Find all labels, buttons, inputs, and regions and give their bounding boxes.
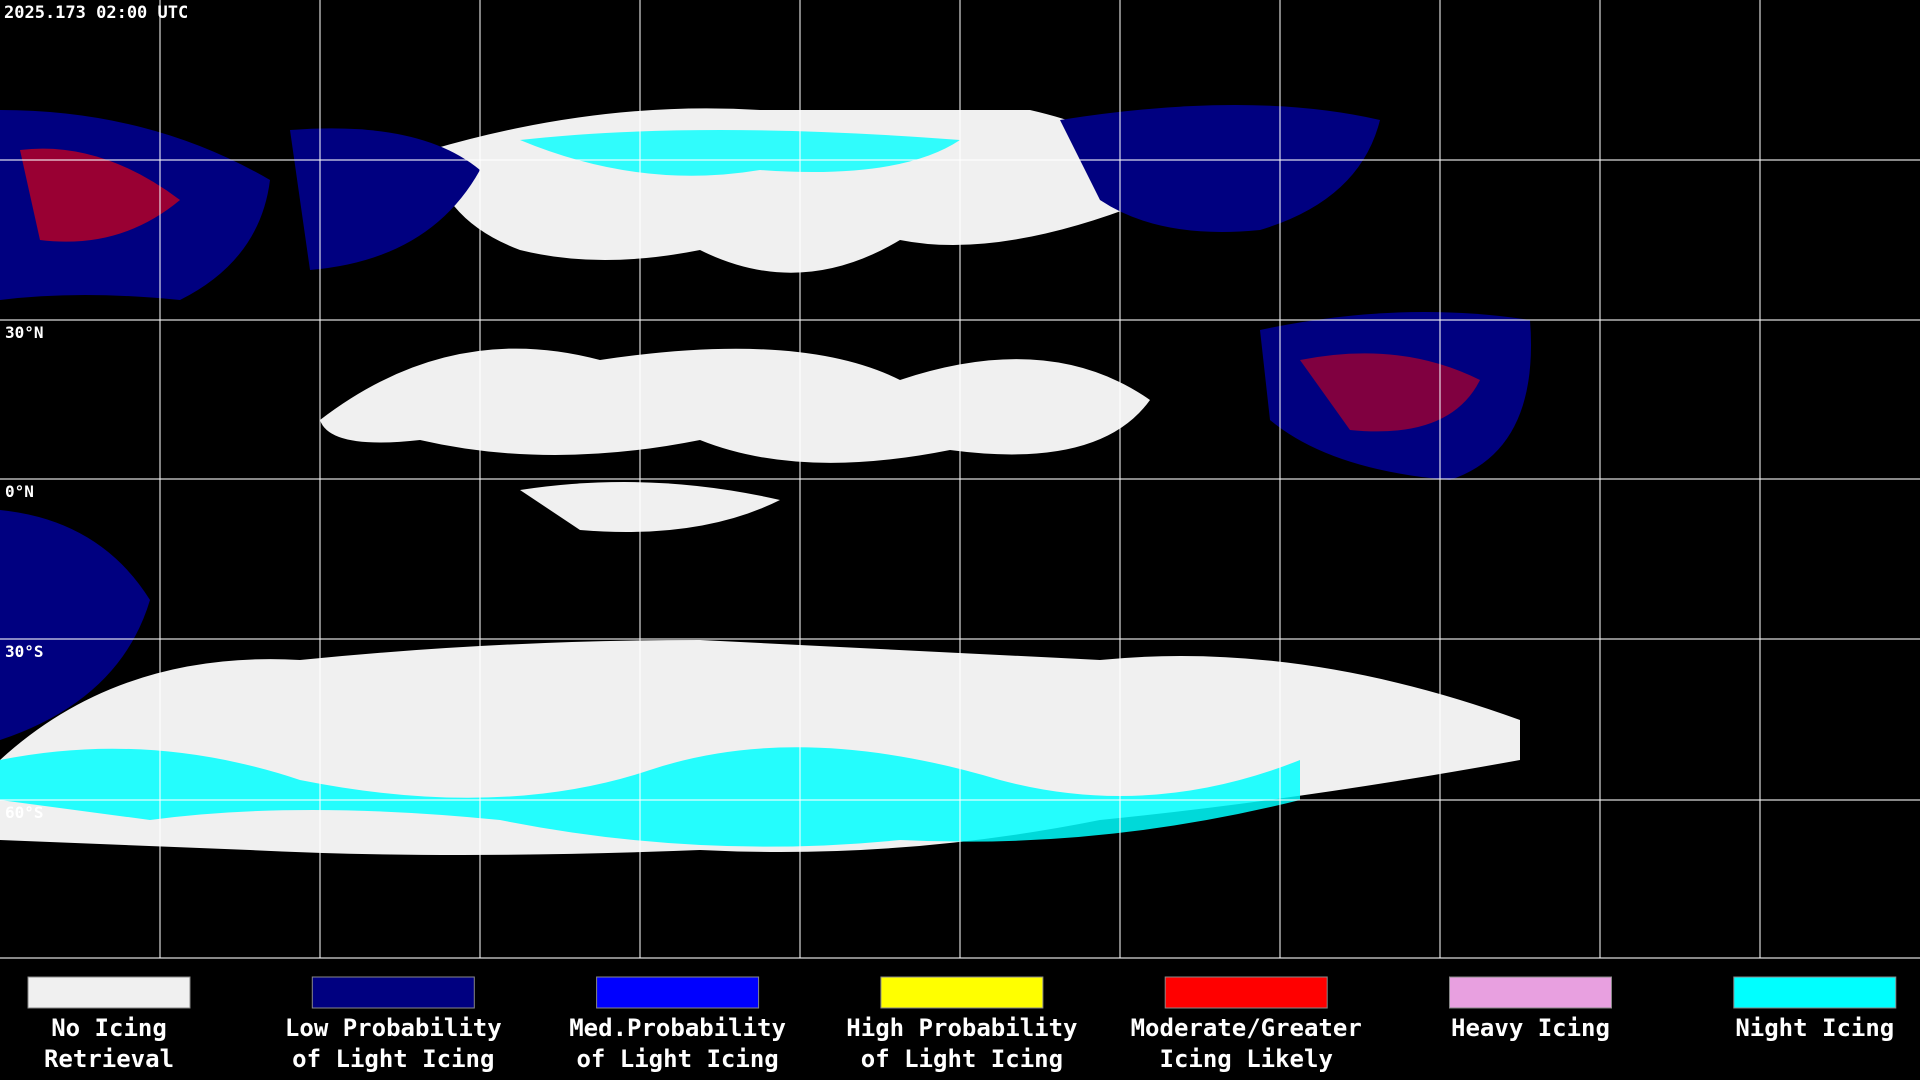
legend-label: Heavy Icing [1451, 1014, 1610, 1042]
legend-label: of Light Icing [861, 1045, 1063, 1073]
legend-label: Moderate/Greater [1131, 1014, 1362, 1042]
legend-label: Low Probability [285, 1014, 502, 1042]
legend-swatch [311, 976, 475, 1009]
latitude-label: 30°N [5, 323, 44, 342]
graticule [0, 0, 1920, 959]
legend-swatch [880, 976, 1044, 1009]
legend-label: of Light Icing [576, 1045, 778, 1073]
legend-swatch [27, 976, 191, 1009]
legend-swatch [596, 976, 760, 1009]
legend-label: Retrieval [44, 1045, 174, 1073]
legend-label: Night Icing [1735, 1014, 1894, 1042]
legend-label: Med.Probability [569, 1014, 786, 1042]
cloud-field [0, 105, 1531, 855]
latitude-label: 60°S [5, 803, 44, 822]
legend: No Icing Retrieval Low Probability of Light… [27, 976, 1897, 1073]
legend-label: Icing Likely [1160, 1045, 1333, 1073]
legend-swatch [1733, 976, 1897, 1009]
legend-swatch [1164, 976, 1328, 1009]
legend-label: High Probability [846, 1014, 1077, 1042]
legend-label: No Icing [51, 1014, 167, 1042]
timestamp: 2025.173 02:00 UTC [4, 3, 188, 23]
latitude-labels: 30°N 0°N 30°S 60°S [5, 323, 44, 822]
legend-swatch [1449, 976, 1612, 1009]
latitude-label: 0°N [5, 482, 34, 501]
latitude-label: 30°S [5, 642, 44, 661]
legend-label: of Light Icing [292, 1045, 494, 1073]
